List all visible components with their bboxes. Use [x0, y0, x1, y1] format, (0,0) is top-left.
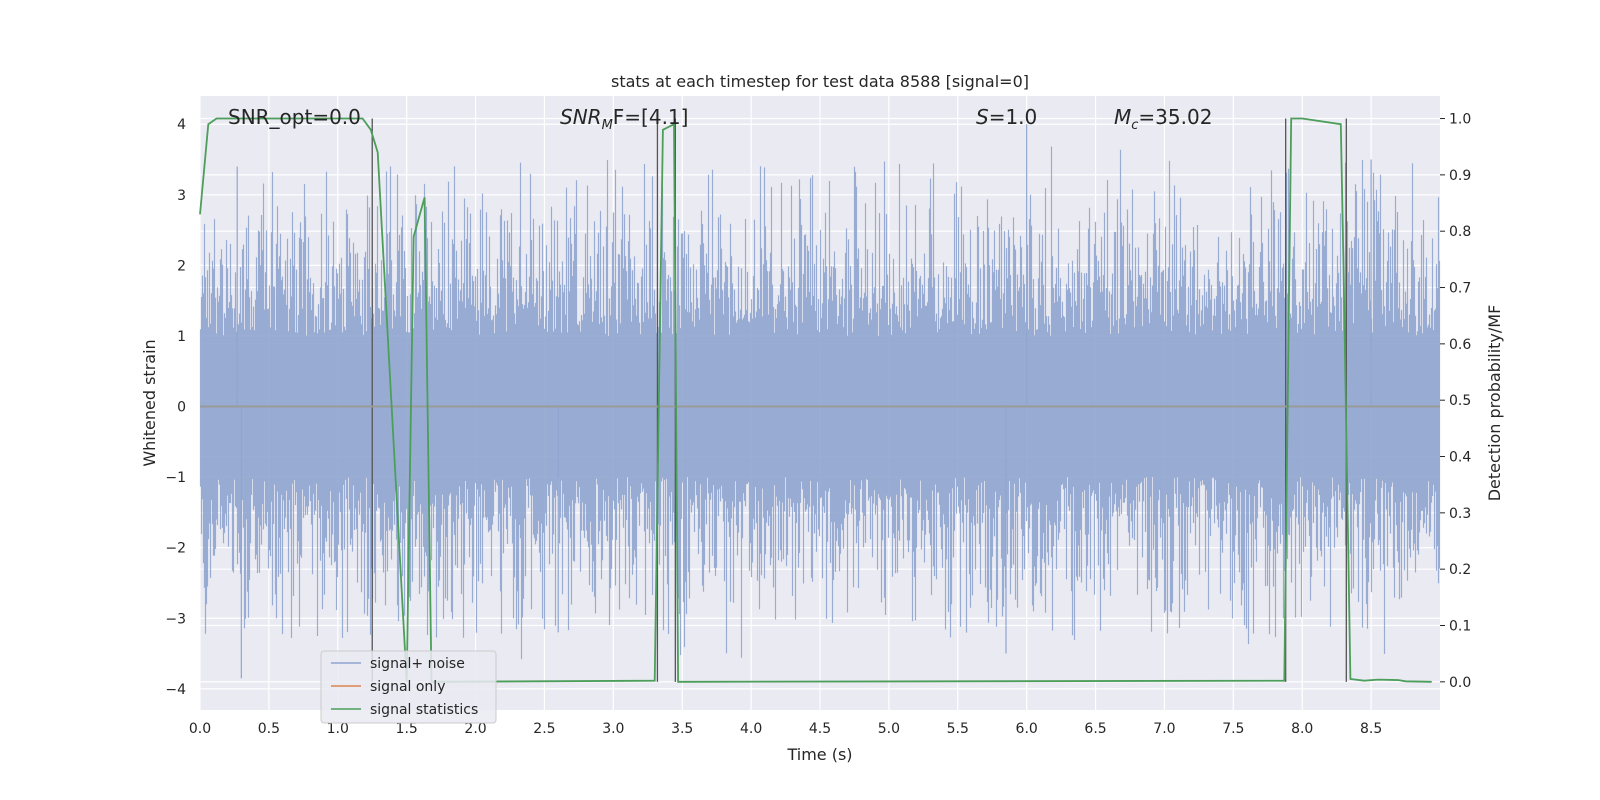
x-tick-label: 3.0 [602, 721, 624, 737]
x-tick-label: 3.5 [671, 721, 693, 737]
annotation-mc-symbol: M [1114, 105, 1131, 129]
y2-tick-labels: 1.0 0.9 0.8 0.7 0.6 0.5 0.4 0.3 0.2 0.1 0.0 [1440, 112, 1471, 691]
annotation-snr-mf-value: F=[4.1] [613, 105, 689, 129]
annotation-snr-mf: SNRMF=[4.1] [560, 105, 688, 133]
annotation-snr-mf-symbol: SNR [560, 105, 602, 129]
legend-label-signal-noise: signal+ noise [370, 656, 465, 672]
annotation-s-symbol: S [976, 105, 989, 129]
y-axis-label: Whitened strain [140, 339, 159, 466]
x-tick-label: 0.5 [258, 721, 280, 737]
y-tick-label: −2 [165, 541, 186, 557]
signal-statistics-line [199, 117, 1432, 683]
y-tick-label: −4 [165, 682, 186, 698]
y-tick-label: −3 [165, 611, 186, 627]
y-tick-label: 2 [177, 258, 186, 274]
y-tick-label: 3 [177, 188, 186, 204]
y-tick-label: 4 [177, 117, 186, 133]
x-tick-label: 2.5 [533, 721, 555, 737]
y2-axis-label: Detection probability/MF [1485, 305, 1504, 502]
series-lines [199, 117, 1440, 683]
y-tick-label: 1 [177, 329, 186, 345]
annotation-mc-value: =35.02 [1138, 105, 1212, 129]
annotation-s-value: =1.0 [989, 105, 1038, 129]
legend-box [320, 650, 497, 724]
y2-tick-label: 0.0 [1449, 675, 1471, 691]
annotation-snr-opt: SNR_opt=0.0 [228, 105, 361, 129]
x-tick-label: 4.0 [740, 721, 762, 737]
x-tick-label: 7.5 [1222, 721, 1244, 737]
y2-tick-label: 0.4 [1449, 450, 1471, 466]
x-tick-label: 1.5 [396, 721, 418, 737]
legend-label-signal-only: signal only [370, 679, 445, 695]
y2-tick-label: 0.5 [1449, 393, 1471, 409]
y2-tick-label: 1.0 [1449, 112, 1471, 128]
y2-tick-label: 0.6 [1449, 337, 1471, 353]
y2-tick-label: 0.1 [1449, 619, 1471, 635]
y-tick-labels: 4 3 2 1 0 −1 −2 −3 −4 [165, 117, 186, 698]
x-tick-label: 8.5 [1360, 721, 1382, 737]
legend-label-signal-statistics: signal statistics [370, 702, 478, 718]
chart-title: stats at each timestep for test data 858… [611, 72, 1029, 91]
legend: signal+ noise signal only signal statist… [320, 650, 497, 724]
y2-tick-label: 0.9 [1449, 168, 1471, 184]
x-tick-label: 4.5 [809, 721, 831, 737]
signal-noise-trace [199, 146, 1441, 660]
x-tick-label: 8.0 [1291, 721, 1313, 737]
x-tick-label: 0.0 [189, 721, 211, 737]
x-tick-labels: 0.0 0.5 1.0 1.5 2.0 2.5 3.0 3.5 4.0 4.5 5.0 5.5 6.0 6… [189, 721, 1382, 737]
noise-series [199, 124, 1441, 679]
annotation-mc: Mc=35.02 [1114, 105, 1212, 133]
annotation-mc-sub: c [1131, 118, 1138, 133]
x-axis-label: Time (s) [786, 745, 852, 764]
x-tick-label: 2.0 [464, 721, 486, 737]
y2-tick-label: 0.8 [1449, 224, 1471, 240]
y2-tick-label: 0.3 [1449, 506, 1471, 522]
x-tick-label: 5.0 [878, 721, 900, 737]
annotation-snr-mf-sub: M [602, 118, 613, 133]
y-tick-label: −1 [165, 470, 186, 486]
x-tick-label: 6.5 [1084, 721, 1106, 737]
annotation-s: S=1.0 [976, 105, 1037, 129]
y2-tick-label: 0.2 [1449, 562, 1471, 578]
y-tick-label: 0 [177, 400, 186, 416]
x-tick-label: 7.0 [1153, 721, 1175, 737]
x-tick-label: 6.0 [1016, 721, 1038, 737]
x-tick-label: 1.0 [327, 721, 349, 737]
y2-tick-label: 0.7 [1449, 281, 1471, 297]
x-tick-label: 5.5 [947, 721, 969, 737]
